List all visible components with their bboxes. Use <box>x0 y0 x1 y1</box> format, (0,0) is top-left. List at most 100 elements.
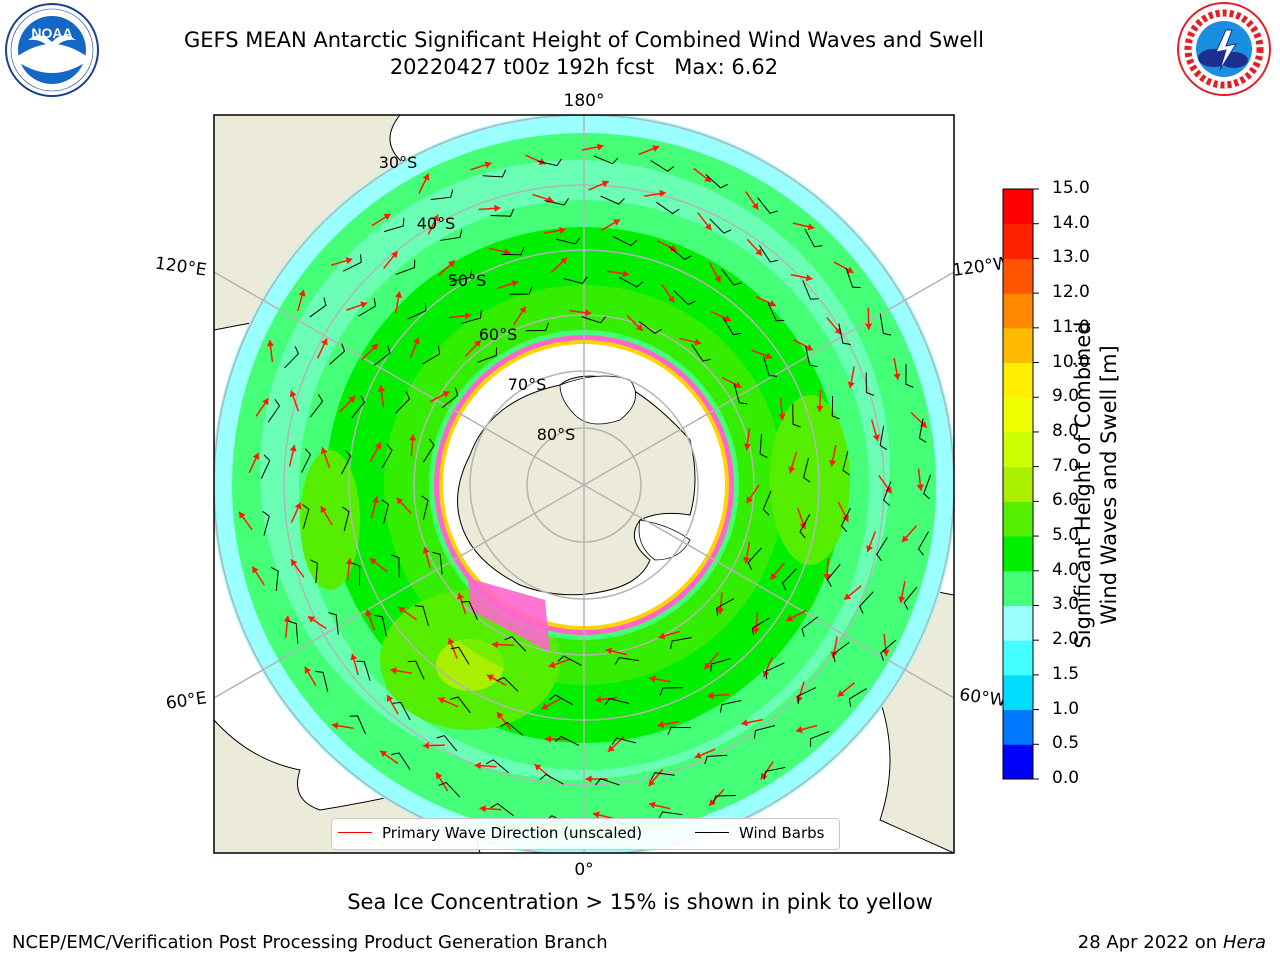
wave-direction-arrowhead <box>448 260 455 268</box>
wind-barb <box>903 586 918 610</box>
wind-barb <box>917 531 929 556</box>
wave-direction-arrowhead <box>657 720 664 729</box>
wave-direction-arrowhead <box>601 180 609 188</box>
wind-barb <box>650 160 675 172</box>
colorbar-tick-label: 14.0 <box>1052 212 1090 233</box>
legend: Primary Wave Direction (unscaled) Wind B… <box>331 818 840 850</box>
wind-barb <box>826 563 841 587</box>
wave-direction-arrowhead <box>298 289 306 297</box>
wind-barb <box>879 425 888 451</box>
wind-barb <box>554 735 580 746</box>
wave-direction-arrowhead <box>496 712 504 720</box>
colorbar-frame <box>1002 188 1034 780</box>
wave-direction-arrowhead <box>649 675 656 683</box>
colorbar-tick-label: 15.0 <box>1052 178 1090 198</box>
wave-direction-arrowhead <box>238 511 246 519</box>
wave-direction-arrowhead <box>770 572 778 580</box>
wave-direction-arrowhead <box>746 496 754 504</box>
wind-barb <box>658 811 683 820</box>
wave-direction-arrowhead <box>635 323 643 331</box>
wind-barb <box>747 547 762 571</box>
wind-barb <box>581 316 607 324</box>
wave-direction-arrowhead <box>865 323 873 330</box>
wind-barb <box>329 343 346 365</box>
wind-barb <box>383 217 405 233</box>
wind-barb <box>352 562 361 587</box>
colorbar-tick-label: 0.5 <box>1052 733 1080 754</box>
wave-direction-arrowhead <box>694 338 702 346</box>
wind-barb <box>328 612 339 635</box>
lon-label-0: 0° <box>574 860 593 880</box>
wave-direction-arrowhead <box>716 608 724 615</box>
wind-barb <box>310 559 318 584</box>
wave-direction-arrowhead <box>491 640 498 649</box>
wind-barb <box>349 715 367 735</box>
wave-direction-arrowhead <box>422 741 429 750</box>
wave-direction-arrowhead <box>422 173 430 181</box>
wind-barb <box>557 655 582 666</box>
wave-direction-arrowhead <box>846 266 854 274</box>
wind-barb <box>395 391 411 414</box>
nws-logo <box>1177 2 1271 96</box>
wind-barb <box>765 662 785 680</box>
wave-direction-arrowhead <box>345 257 353 265</box>
wind-barbs <box>260 155 932 826</box>
wind-barb <box>450 269 473 282</box>
wave-direction-arrowhead <box>422 547 430 554</box>
wave-direction-arrowhead <box>823 573 831 581</box>
colorbar-tick-label: 2.0 <box>1052 629 1080 650</box>
wind-barb <box>430 189 454 201</box>
colorbar-segment <box>1003 223 1033 259</box>
wave-direction-arrowhead <box>464 312 472 320</box>
wind-barb <box>667 726 692 735</box>
legend-swatch-wind-barbs <box>695 832 729 833</box>
wave-direction-arrowhead <box>584 309 592 317</box>
wind-barb <box>267 399 281 423</box>
wind-barb <box>659 687 683 696</box>
wave-direction-arrowhead <box>607 745 615 752</box>
colorbar-tick-label: 10.0 <box>1052 351 1090 372</box>
wave-direction-arrowhead <box>866 545 873 552</box>
wind-barb <box>762 490 772 516</box>
wind-barb <box>781 568 797 591</box>
sea-ice-caption: Sea Ice Concentration > 15% is shown in … <box>347 890 933 914</box>
wave-direction-arrowhead <box>409 434 417 441</box>
wind-barb <box>309 297 327 318</box>
wave-direction-arrowhead <box>751 202 759 210</box>
lon-label-180: 180° <box>564 91 605 111</box>
colorbar-segment <box>1003 501 1033 537</box>
wind-barb <box>722 317 742 336</box>
legend-label-wind-barbs: Wind Barbs <box>739 824 825 842</box>
wind-barb <box>673 290 696 306</box>
wave-direction-arrowhead <box>768 300 776 307</box>
wind-barb <box>504 636 527 652</box>
wind-barb <box>865 372 875 396</box>
wave-direction-arrowhead <box>371 343 378 351</box>
wave-direction-arrowhead <box>371 496 379 504</box>
wind-barb <box>351 395 366 419</box>
wind-barb <box>668 246 692 261</box>
wind-barb <box>733 383 748 405</box>
wave-direction-arrowhead <box>479 805 486 813</box>
wave-direction-arrowhead <box>898 596 906 603</box>
wind-barb <box>612 236 638 247</box>
wind-barb <box>260 454 271 479</box>
wave-direction-arrowhead <box>597 143 604 151</box>
lat-label-80s: 80°S <box>537 425 576 444</box>
wave-direction-arrowhead <box>559 226 566 234</box>
colorbar-segment <box>1003 258 1033 294</box>
colorbar-tick-label: 11.0 <box>1052 316 1090 337</box>
wave-direction-arrowhead <box>396 497 404 505</box>
wind-barb <box>716 598 735 617</box>
wind-barb <box>763 766 786 780</box>
wave-direction-arrowhead <box>743 443 751 450</box>
colorbar-tick-label: 3.0 <box>1052 594 1080 615</box>
wave-direction-arrowhead <box>390 667 397 675</box>
colorbar-segment <box>1003 362 1033 398</box>
wind-barb <box>604 698 630 706</box>
wind-barb <box>343 254 362 272</box>
noaa-logo: NOAA <box>5 3 99 97</box>
wind-barb <box>848 688 867 707</box>
wind-barb <box>831 395 840 420</box>
